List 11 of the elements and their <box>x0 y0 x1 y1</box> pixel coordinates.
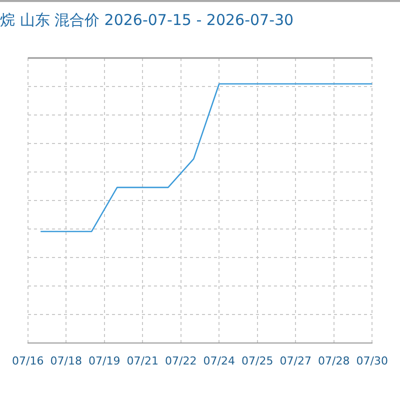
x-tick-label: 07/19 <box>88 354 120 368</box>
x-tick-label: 07/16 <box>12 354 44 368</box>
x-tick-label: 07/25 <box>242 354 274 368</box>
x-tick-label: 07/24 <box>203 354 235 368</box>
x-tick-label: 07/21 <box>126 354 158 368</box>
x-tick-label: 07/30 <box>356 354 388 368</box>
x-tick-label: 07/22 <box>165 354 197 368</box>
x-tick-label: 07/18 <box>50 354 82 368</box>
chart-title: 烷 山东 混合价 2026-07-15 - 2026-07-30 <box>0 10 294 29</box>
x-tick-label: 07/27 <box>280 354 312 368</box>
x-tick-label: 07/28 <box>318 354 350 368</box>
